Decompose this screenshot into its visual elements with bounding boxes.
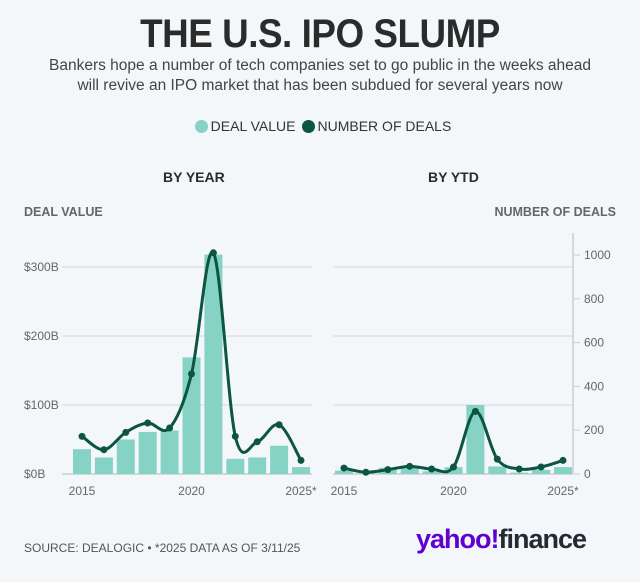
y-right-tick-label: 600 xyxy=(584,336,604,350)
point-number-of-deals-2024 xyxy=(275,421,283,429)
y-right-tick-label: 200 xyxy=(584,423,604,437)
point-number-of-deals-2021 xyxy=(471,407,479,415)
x-tick-label: 2020 xyxy=(178,484,205,498)
point-number-of-deals-2023 xyxy=(253,438,261,446)
point-number-of-deals-2022 xyxy=(493,455,501,463)
point-number-of-deals-2021 xyxy=(209,249,217,257)
y-left-tick-label: $0B xyxy=(24,467,45,481)
point-number-of-deals-2018 xyxy=(406,462,414,470)
legend-swatch-number-of-deals xyxy=(301,119,315,133)
bar-deal-value-2015 xyxy=(335,470,353,474)
bar-deal-value-2018 xyxy=(400,467,419,474)
line-number-of-deals xyxy=(343,409,564,474)
y-left-tick-label: $200B xyxy=(24,329,59,343)
bar-deal-value-2025 xyxy=(554,467,572,474)
bar-deal-value-2018 xyxy=(138,431,157,474)
bar-deal-value-2016 xyxy=(94,457,113,474)
chart-subtitle: Bankers hope a number of tech companies … xyxy=(0,56,640,96)
yahoo-finance-logo: yahoo!finance xyxy=(416,524,587,554)
bar-deal-value-2025 xyxy=(292,467,310,474)
y-left-tick-label: $300B xyxy=(24,260,59,274)
bar-deal-value-2021 xyxy=(466,405,485,474)
bar-deal-value-2023 xyxy=(510,472,529,474)
x-tick-label: 2025* xyxy=(547,484,579,498)
point-number-of-deals-2019 xyxy=(166,424,174,432)
x-tick-label: 2015 xyxy=(69,484,96,498)
point-number-of-deals-2017 xyxy=(122,428,130,436)
point-number-of-deals-2015 xyxy=(78,432,86,440)
panel-title-by-ytd: BY YTD xyxy=(428,169,479,185)
bar-deal-value-2021 xyxy=(204,254,223,474)
point-number-of-deals-2015 xyxy=(340,464,348,472)
point-number-of-deals-2019 xyxy=(428,465,436,473)
bar-deal-value-2019 xyxy=(422,471,441,474)
bar-deal-value-2024 xyxy=(270,445,289,474)
bar-deal-value-2022 xyxy=(226,458,245,474)
point-number-of-deals-2025 xyxy=(559,456,567,464)
legend-swatch-deal-value xyxy=(194,119,208,133)
left-axis-title: DEAL VALUE xyxy=(24,205,103,219)
y-right-tick-label: 800 xyxy=(584,292,604,306)
y-left-tick-label: $100B xyxy=(24,398,59,412)
legend: DEAL VALUE NUMBER OF DEALS xyxy=(0,118,640,134)
bar-deal-value-2017 xyxy=(116,439,135,474)
bar-deal-value-2023 xyxy=(248,457,267,474)
bar-deal-value-2020 xyxy=(444,467,463,474)
y-right-tick-label: 1000 xyxy=(584,248,611,262)
y-right-tick-label: 400 xyxy=(584,379,604,393)
point-number-of-deals-2023 xyxy=(515,465,523,473)
point-number-of-deals-2022 xyxy=(231,432,239,440)
bar-deal-value-2022 xyxy=(488,466,507,474)
x-tick-label: 2025* xyxy=(285,484,317,498)
point-number-of-deals-2018 xyxy=(144,419,152,427)
bar-deal-value-2019 xyxy=(160,430,179,474)
point-number-of-deals-2017 xyxy=(384,466,392,474)
x-tick-label: 2015 xyxy=(331,484,358,498)
subtitle-line-2: will revive an IPO market that has been … xyxy=(77,77,563,94)
bar-deal-value-2015 xyxy=(73,449,91,474)
legend-label-deal-value: DEAL VALUE xyxy=(210,118,296,134)
legend-label-number-of-deals: NUMBER OF DEALS xyxy=(317,118,452,134)
x-tick-label: 2020 xyxy=(440,484,467,498)
point-number-of-deals-2016 xyxy=(100,446,108,454)
subtitle-line-1: Bankers hope a number of tech companies … xyxy=(49,57,591,74)
bar-deal-value-2024 xyxy=(532,469,551,474)
point-number-of-deals-2025 xyxy=(297,456,305,464)
right-axis-title: NUMBER OF DEALS xyxy=(494,205,616,219)
source-note: SOURCE: DEALOGIC • *2025 DATA AS OF 3/11… xyxy=(24,541,301,555)
point-number-of-deals-2024 xyxy=(537,463,545,471)
chart-title: THE U.S. IPO SLUMP xyxy=(140,12,500,56)
point-number-of-deals-2020 xyxy=(188,370,195,378)
panel-title-by-year: BY YEAR xyxy=(163,169,225,185)
point-number-of-deals-2020 xyxy=(450,463,457,471)
point-number-of-deals-2016 xyxy=(362,468,370,476)
y-right-tick-label: 0 xyxy=(584,467,591,481)
